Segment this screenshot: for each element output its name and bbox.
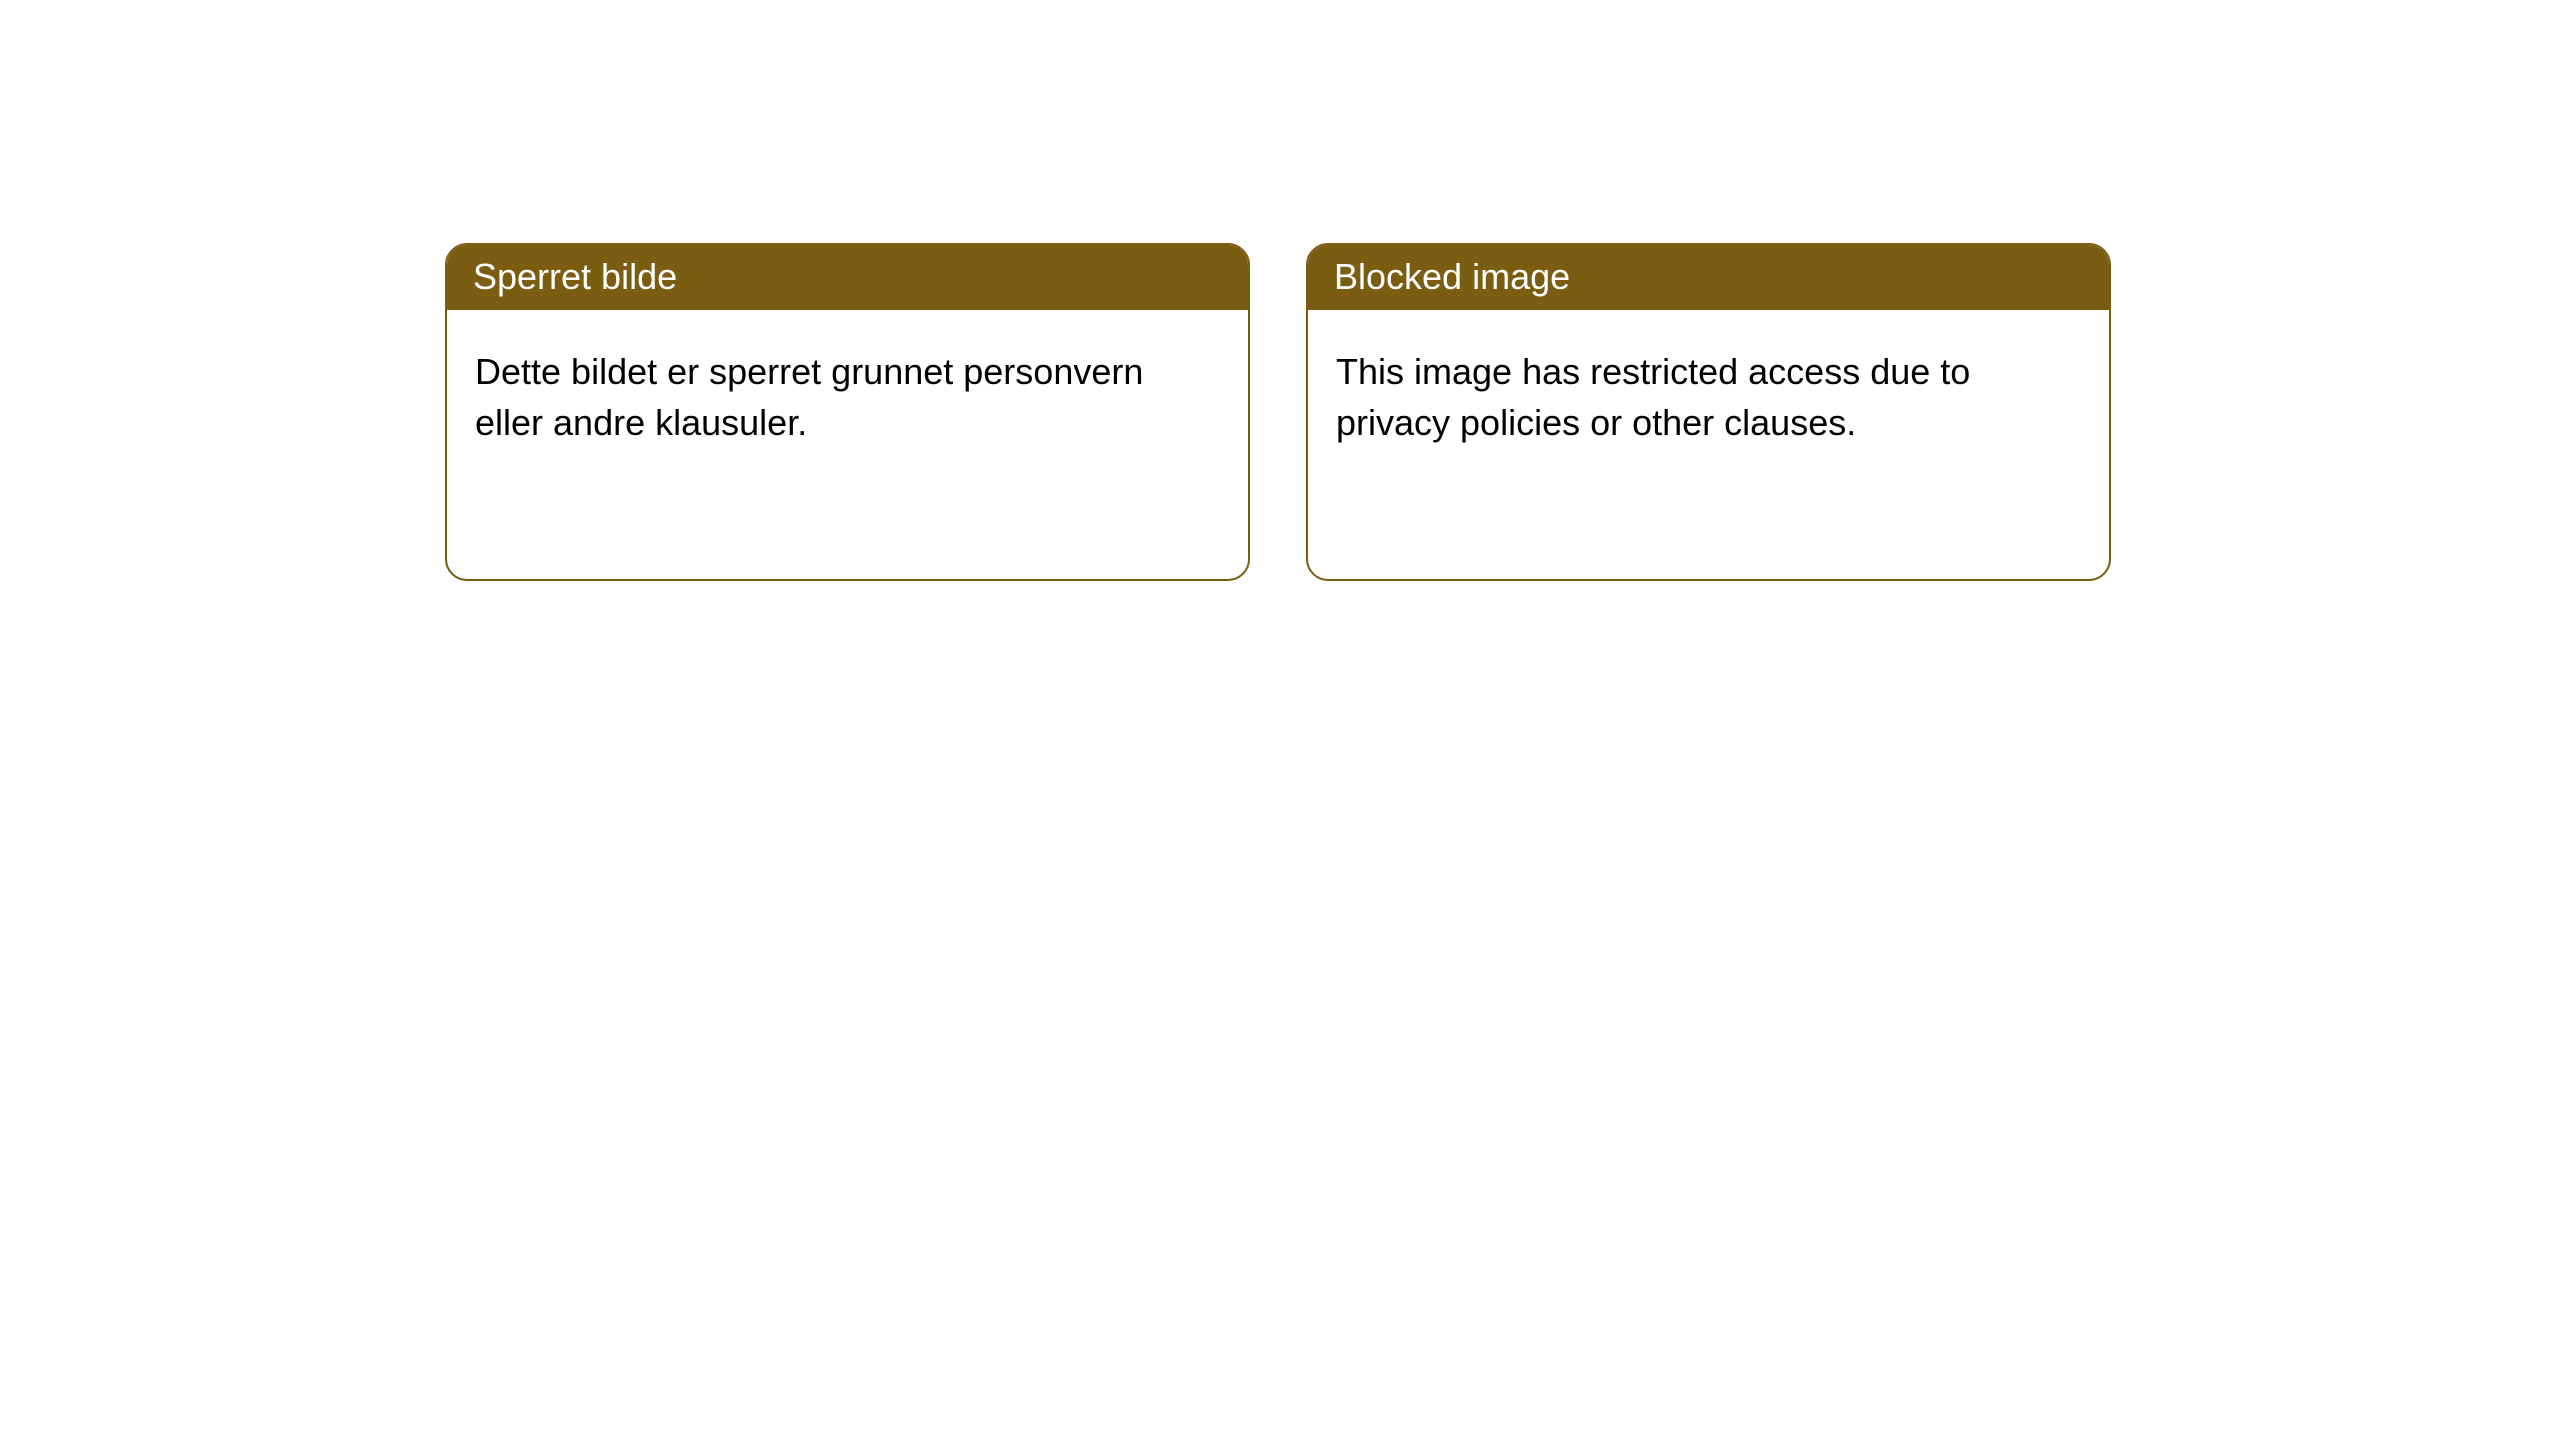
notice-card-norwegian: Sperret bilde Dette bildet er sperret gr… xyxy=(445,243,1250,581)
notice-card-body: Dette bildet er sperret grunnet personve… xyxy=(447,310,1248,476)
notice-card-title: Sperret bilde xyxy=(447,245,1248,310)
notice-card-english: Blocked image This image has restricted … xyxy=(1306,243,2111,581)
notice-container: Sperret bilde Dette bildet er sperret gr… xyxy=(0,0,2560,581)
notice-card-title: Blocked image xyxy=(1308,245,2109,310)
notice-card-body: This image has restricted access due to … xyxy=(1308,310,2109,476)
